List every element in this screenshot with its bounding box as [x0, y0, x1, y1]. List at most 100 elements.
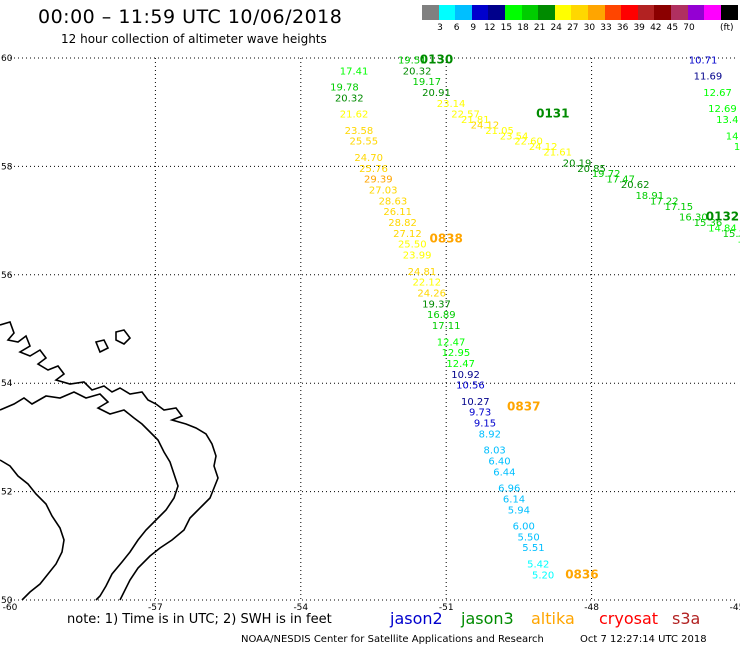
pass-time-label: 0132 [706, 210, 739, 224]
latitude-tick-label: 52 [1, 488, 12, 498]
footer-note: note: 1) Time is in UTC; 2) SWH is in fe… [67, 612, 332, 627]
color-swatch [538, 5, 556, 20]
wave-height-value: 5.20 [532, 570, 554, 581]
wave-height-value: 17.11 [432, 321, 461, 332]
wave-height-value: 13.4 [716, 115, 738, 126]
coastline [0, 321, 219, 601]
wave-height-value: 10.71 [689, 55, 718, 66]
color-swatch [422, 5, 439, 20]
color-scale-label: 39 [633, 23, 645, 33]
wave-height-value: 12.67 [703, 88, 732, 99]
color-swatch [588, 5, 605, 20]
wave-height-value: 22.60 [514, 137, 543, 148]
wave-height-value: 20.19 [563, 158, 592, 169]
wave-height-value: 25.76 [359, 164, 388, 175]
wave-height-value: 12.95 [442, 348, 471, 359]
pass-time-label: 0131 [536, 107, 569, 121]
wave-height-value: 12.47 [446, 359, 475, 370]
wave-height-value: 29.39 [364, 175, 393, 186]
color-swatch [637, 5, 655, 20]
color-swatch [704, 5, 722, 20]
coastline-inner [0, 391, 179, 601]
wave-height-value: 14 [726, 131, 739, 142]
wave-height-value: 16.30 [679, 213, 708, 224]
longitude-tick-label: -54 [293, 603, 308, 613]
wave-height-value: 21.05 [485, 126, 514, 137]
wave-height-value: 17.41 [340, 66, 369, 77]
wave-height-value: 20.32 [335, 93, 364, 104]
color-swatch [604, 5, 622, 20]
wave-height-value: 12.69 [708, 104, 737, 115]
wave-height-value: 24.70 [354, 153, 383, 164]
color-swatch [455, 5, 473, 20]
wave-height-value: 6.14 [503, 494, 525, 505]
wave-height-value: 17.22 [650, 196, 679, 207]
wave-height-value: 5.42 [527, 559, 549, 570]
wave-height-value: 23.58 [345, 126, 374, 137]
latitude-tick-label: 60 [1, 54, 13, 64]
satellite-legend-item: cryosat [599, 609, 659, 628]
color-swatch [505, 5, 522, 20]
wave-height-value: 27.12 [393, 229, 422, 240]
color-swatch [687, 5, 705, 20]
latitude-tick-label: 58 [1, 162, 13, 172]
color-swatch [621, 5, 639, 20]
wave-height-value: 19.78 [330, 83, 359, 94]
color-scale-label: 15 [500, 23, 513, 33]
wave-height-value: 20.85 [577, 164, 606, 175]
wave-height-value: 5.50 [517, 532, 539, 543]
wave-height-value: 21.61 [543, 148, 572, 159]
wave-height-value: 26.11 [383, 207, 412, 218]
wave-height-value: 16.89 [427, 310, 456, 321]
color-swatch [571, 5, 589, 20]
longitude-tick-label: -45 [730, 603, 740, 613]
longitude-tick-label: -60 [3, 603, 18, 613]
longitude-tick-label: -51 [439, 603, 454, 613]
wave-height-value: 1 [734, 142, 740, 153]
satellite-legend-item: jason3 [461, 609, 514, 628]
wave-height-value: 20.62 [621, 180, 650, 191]
color-scale-label: 42 [650, 23, 662, 33]
map-title: 00:00 – 11:59 UTC 10/06/2018 [38, 6, 343, 28]
wave-height-value: 23.14 [437, 99, 466, 110]
satellite-legend-item: s3a [672, 609, 701, 628]
longitude-tick-label: -57 [148, 603, 163, 613]
color-swatch [488, 5, 506, 20]
wave-height-value: 14.89 [737, 234, 740, 245]
pass-time-label: 0837 [507, 399, 540, 413]
color-scale-label: 12 [484, 23, 496, 33]
color-swatch [720, 5, 738, 20]
wave-height-value: 5.94 [508, 505, 530, 516]
latitude-tick-label: 56 [1, 271, 13, 281]
wave-height-value: 24.12 [471, 120, 500, 131]
wave-height-value: 23.99 [403, 251, 432, 262]
island [115, 329, 132, 345]
wave-height-value: 19.51 [398, 55, 427, 66]
wave-height-value: 15.36 [694, 218, 723, 229]
wave-height-value: 25.55 [349, 137, 378, 148]
wave-height-value: 24.26 [417, 288, 446, 299]
pass-time-label: 0130 [420, 52, 453, 66]
wave-height-value: 6.44 [493, 467, 515, 478]
coastline-west [0, 459, 65, 601]
color-scale-label: 36 [616, 23, 629, 33]
wave-height-value: 6.40 [488, 457, 510, 468]
lat-lon-grid: -60 -57 -54 -51 -48 -45 60 58 56 54 52 50 [1, 54, 740, 613]
wave-height-value: 18.91 [635, 191, 664, 202]
color-scale-label: 18 [517, 23, 529, 33]
wave-height-value: 27.03 [369, 186, 398, 197]
color-scale-label: 6 [453, 23, 460, 33]
wave-height-value: 24.12 [529, 142, 558, 153]
wave-height-value: 9.15 [474, 419, 496, 430]
wave-height-value: 10.27 [461, 397, 490, 408]
color-scale-label: 70 [683, 23, 695, 33]
pass-time-label: 0836 [565, 567, 598, 581]
wave-height-value: 21.62 [340, 110, 369, 121]
longitude-tick-label: -48 [584, 603, 599, 613]
color-scale-label: 33 [600, 23, 612, 33]
wave-height-value: 6.00 [513, 522, 535, 533]
color-scale-label: 9 [470, 23, 477, 33]
wave-height-value: 9.73 [469, 408, 491, 419]
color-scale-label: 21 [533, 23, 546, 33]
